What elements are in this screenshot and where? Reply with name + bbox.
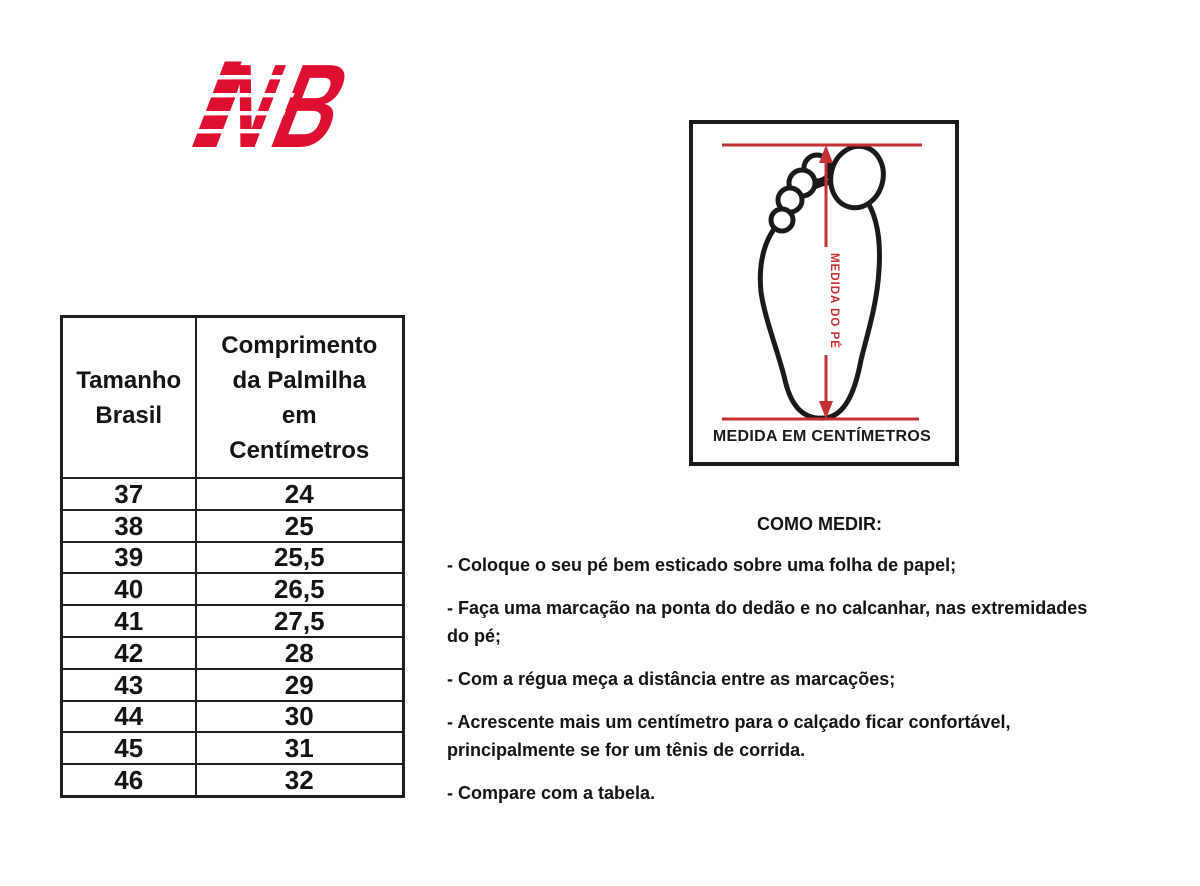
length-cell: 31 [194,731,405,766]
size-cell: 39 [60,540,197,575]
length-cell: 32 [194,763,405,798]
size-table-container: Tamanho Brasil Comprimento da Palmilha e… [60,315,405,798]
arrowhead-down [819,401,833,419]
length-cell: 29 [194,667,405,702]
instruction-line: - Acrescente mais um centímetro para o c… [447,712,1011,732]
header-insole-length: Comprimento da Palmilha em Centímetros [194,315,405,479]
header-size-brazil: Tamanho Brasil [60,315,197,479]
instruction-item: - Coloque o seu pé bem esticado sobre um… [447,551,1192,579]
instruction-item: - Com a régua meça a distância entre as … [447,665,1192,693]
table-row: 46 32 [60,763,405,798]
toe [768,206,796,234]
table-row: 45 31 [60,731,405,766]
size-cell: 43 [60,667,197,702]
instruction-item: - Faça uma marcação na ponta do dedão e … [447,594,1192,650]
instruction-line: principalmente se for um tênis de corrid… [447,740,806,760]
arrowhead-up [819,145,833,163]
instruction-line: - Com a régua meça a distância entre as … [447,669,896,689]
instruction-item: - Compare com a tabela. [447,779,1192,807]
length-cell: 25,5 [194,540,405,575]
table-row: 38 25 [60,508,405,543]
instruction-line: do pé; [447,626,501,646]
instruction-line: - Compare com a tabela. [447,783,656,803]
size-cell: 37 [60,477,197,511]
length-cell: 24 [194,477,405,511]
vertical-label-backdrop [816,247,836,355]
table-row: 39 25,5 [60,540,405,575]
instruction-item: - Acrescente mais um centímetro para o c… [447,708,1192,764]
length-cell: 26,5 [194,572,405,607]
instruction-line: - Coloque o seu pé bem esticado sobre um… [447,555,957,575]
logo-stripe-gaps [192,75,295,134]
length-cell: 30 [194,699,405,734]
table-row: 41 27,5 [60,604,405,638]
instruction-line: - Faça uma marcação na ponta do dedão e … [447,598,1088,618]
table-row: 43 29 [60,667,405,702]
table-row: 44 30 [60,699,405,734]
size-cell: 45 [60,731,197,766]
size-cell: 42 [60,635,197,670]
vertical-measure-label: MEDIDA DO PÉ [828,253,841,349]
size-cell: 40 [60,572,197,607]
foot-measure-diagram: MEDIDA DO PÉ MEDIDA EM CENTÍMETROS [689,120,959,466]
bottom-measure-label: MEDIDA EM CENTÍMETROS [713,426,931,445]
size-cell: 41 [60,604,197,638]
new-balance-logo: N B [192,61,359,150]
size-cell: 46 [60,763,197,798]
size-cell: 44 [60,699,197,734]
logo-speed-stripes [192,61,242,148]
size-cell: 38 [60,508,197,543]
table-row: 42 28 [60,635,405,670]
length-cell: 25 [194,508,405,543]
table-header-row: Tamanho Brasil Comprimento da Palmilha e… [60,315,405,479]
instructions-section: COMO MEDIR: - Coloque o seu pé bem estic… [447,510,1192,822]
size-table: Tamanho Brasil Comprimento da Palmilha e… [60,315,405,798]
table-row: 40 26,5 [60,572,405,607]
length-cell: 28 [194,635,405,670]
length-cell: 27,5 [194,604,405,638]
table-row: 37 24 [60,477,405,511]
instructions-title: COMO MEDIR: [757,514,882,534]
